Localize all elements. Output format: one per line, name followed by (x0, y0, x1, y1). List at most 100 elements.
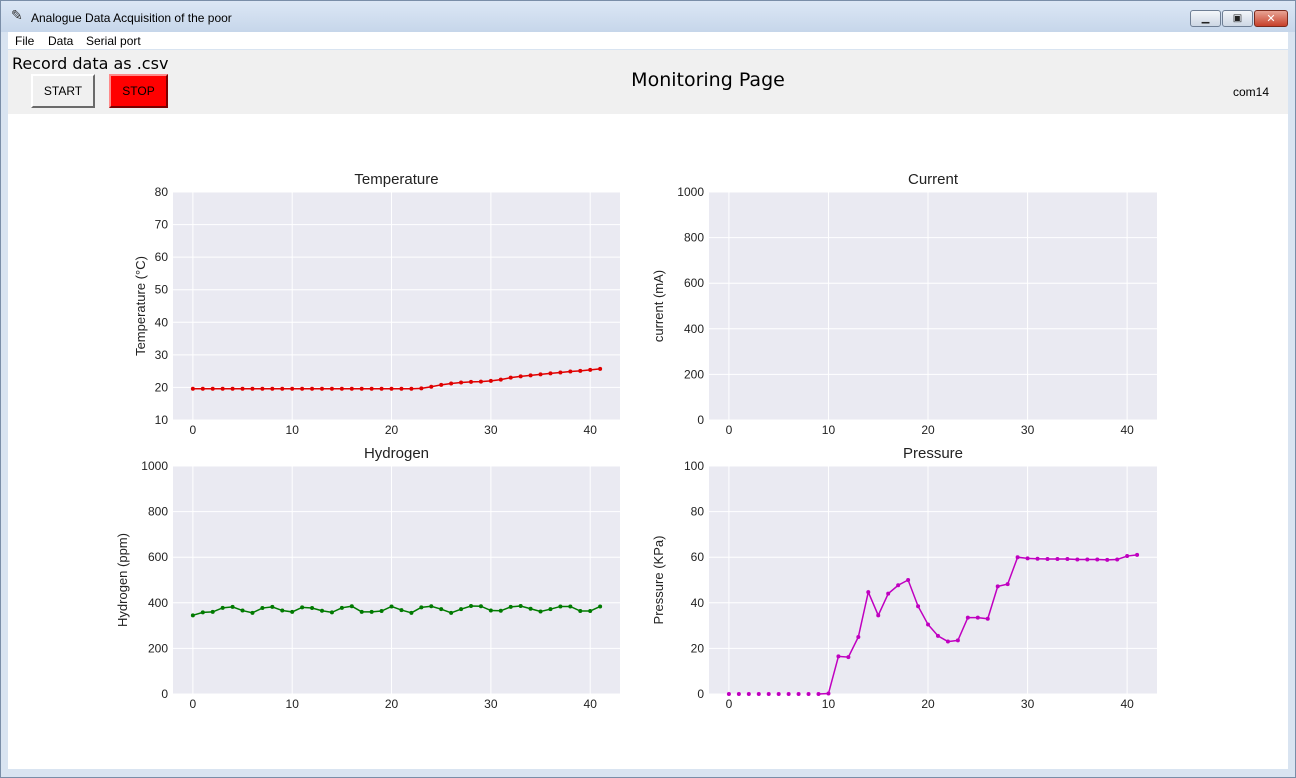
data-point (310, 606, 315, 611)
data-point (369, 386, 374, 391)
data-point (270, 604, 275, 609)
data-point (518, 374, 523, 379)
close-icon: ✕ (1266, 12, 1276, 25)
data-point (290, 609, 295, 614)
y-tick-label: 80 (155, 185, 169, 199)
y-tick-label: 400 (148, 596, 168, 610)
data-point (1065, 557, 1070, 562)
data-point (945, 639, 950, 644)
data-point (1045, 557, 1050, 562)
data-point (379, 386, 384, 391)
data-point (260, 606, 265, 611)
y-tick-label: 50 (155, 283, 169, 297)
data-point (329, 386, 334, 391)
y-tick-label: 60 (155, 250, 169, 264)
menu-bar: File Data Serial port (8, 32, 1288, 49)
x-tick-label: 0 (190, 697, 197, 711)
data-point (1135, 552, 1140, 557)
plot-background (173, 466, 620, 694)
data-point (339, 386, 344, 391)
y-tick-label: 0 (161, 687, 168, 701)
data-point (508, 604, 513, 609)
data-point (806, 692, 811, 696)
data-point (230, 386, 235, 391)
data-point (429, 384, 434, 389)
data-point (588, 367, 593, 372)
data-point (528, 606, 533, 611)
data-point (558, 370, 563, 375)
x-tick-label: 20 (385, 697, 399, 711)
plot-background (173, 192, 620, 420)
plot-background (709, 192, 1157, 420)
data-point (935, 633, 940, 638)
data-point (896, 583, 901, 588)
data-point (419, 386, 424, 391)
data-point (538, 609, 543, 614)
stop-button[interactable]: STOP (109, 74, 168, 108)
data-point (200, 610, 205, 615)
y-tick-label: 800 (684, 231, 704, 245)
data-point (548, 607, 553, 612)
data-point (856, 635, 861, 639)
x-tick-label: 40 (584, 423, 598, 437)
data-point (1125, 554, 1130, 559)
data-point (1025, 556, 1030, 561)
x-tick-label: 10 (286, 697, 300, 711)
data-point (329, 610, 334, 615)
data-point (379, 609, 384, 614)
title-bar[interactable]: ✎ Analogue Data Acquisition of the poor … (1, 1, 1295, 32)
x-tick-label: 30 (484, 697, 498, 711)
x-tick-label: 0 (726, 423, 733, 437)
menu-serial-port[interactable]: Serial port (86, 34, 141, 48)
data-point (469, 603, 473, 608)
minimize-icon: ▁ (1201, 13, 1210, 24)
data-point (310, 386, 315, 391)
y-tick-label: 400 (684, 322, 704, 336)
start-button[interactable]: START (31, 74, 95, 108)
data-point (459, 380, 464, 385)
menu-file[interactable]: File (15, 34, 35, 48)
y-tick-label: 30 (155, 348, 169, 362)
data-point (498, 377, 503, 382)
data-point (955, 638, 960, 643)
y-axis-label: Pressure (KPa) (651, 536, 666, 625)
y-tick-label: 10 (155, 413, 169, 427)
window-title: Analogue Data Acquisition of the poor (31, 11, 232, 25)
x-tick-label: 10 (286, 423, 300, 437)
y-axis-label: Hydrogen (ppm) (115, 533, 130, 627)
data-point (1005, 582, 1010, 587)
serial-port-label: com14 (1232, 85, 1269, 99)
data-point (210, 609, 215, 614)
y-axis-label: Temperature (°C) (133, 256, 148, 356)
data-point (359, 386, 364, 391)
data-point (300, 605, 305, 610)
data-point (300, 386, 305, 391)
data-point (270, 386, 275, 391)
chart-title: Hydrogen (364, 445, 429, 462)
data-point (339, 605, 344, 610)
data-point (598, 366, 603, 371)
data-point (816, 692, 821, 696)
x-tick-label: 30 (1021, 697, 1035, 711)
data-point (190, 613, 195, 618)
y-tick-label: 200 (148, 641, 168, 655)
data-point (588, 609, 593, 614)
y-axis-label: current (mA) (651, 270, 666, 342)
data-point (558, 604, 563, 609)
x-tick-label: 40 (584, 697, 598, 711)
data-point (419, 605, 424, 610)
data-point (766, 692, 771, 696)
y-tick-label: 40 (155, 315, 169, 329)
data-point (965, 615, 970, 620)
data-point (876, 613, 881, 618)
close-button[interactable]: ✕ (1254, 10, 1288, 27)
data-point (548, 371, 553, 376)
data-point (320, 386, 324, 391)
data-point (568, 369, 573, 374)
data-point (488, 378, 493, 383)
minimize-button[interactable]: ▁ (1190, 10, 1221, 27)
menu-data[interactable]: Data (48, 34, 74, 48)
data-point (220, 605, 225, 610)
maximize-button[interactable]: ▣ (1222, 10, 1253, 27)
data-point (260, 386, 265, 391)
